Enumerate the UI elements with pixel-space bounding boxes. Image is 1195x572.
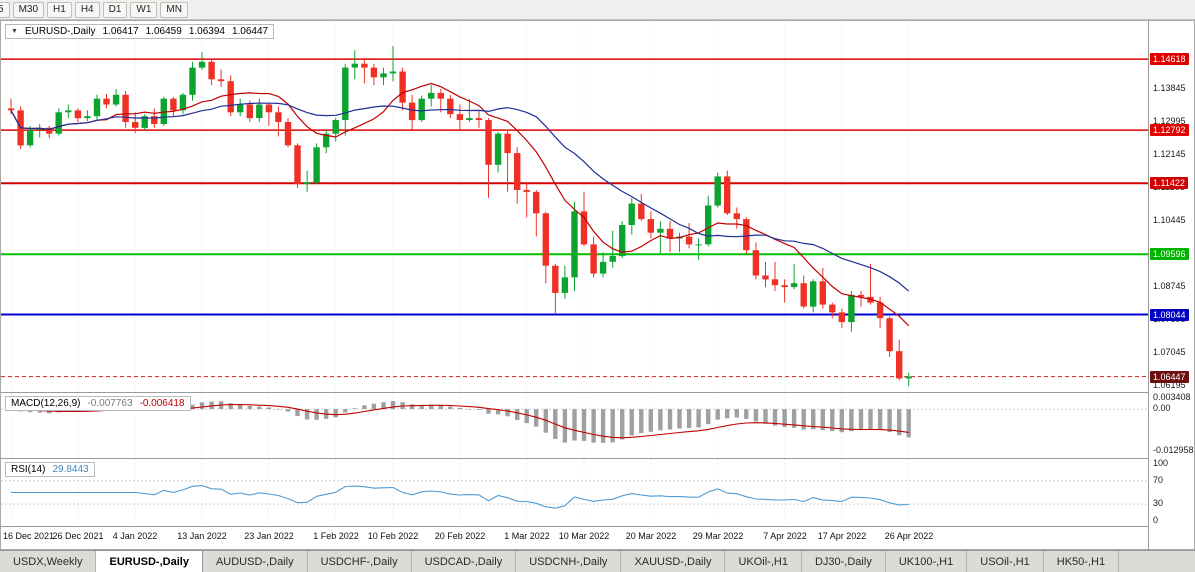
tab-usoil-h1[interactable]: USOil-,H1	[967, 551, 1044, 572]
chart-ohlc-header: ▼ EURUSD-,Daily 1.06417 1.06459 1.06394 …	[5, 24, 275, 39]
timeframe-toolbar: 5M30H1H4D1W1MN	[0, 0, 1195, 20]
tab-ukoil-h1[interactable]: UKOil-,H1	[725, 551, 802, 572]
ohlc-high: 1.06459	[145, 26, 182, 37]
date-axis-label: 17 Apr 2022	[817, 531, 867, 541]
macd-axis-label: -0.012958	[1153, 445, 1194, 455]
price-chart-svg[interactable]	[1, 21, 1148, 392]
date-axis-label: 10 Feb 2022	[367, 531, 419, 541]
rsi-pane[interactable]: RSI(14) 29.8443	[1, 459, 1148, 527]
tab-usdchf-daily[interactable]: USDCHF-,Daily	[308, 551, 412, 572]
timeframe-button-d1[interactable]: D1	[102, 1, 128, 18]
price-axis-label: 1.10445	[1153, 215, 1186, 225]
timeframe-button-5[interactable]: 5	[0, 1, 10, 18]
date-axis-label: 16 Dec 2021	[3, 531, 55, 541]
date-axis-label: 26 Dec 2021	[52, 531, 104, 541]
rsi-axis-label: 70	[1153, 475, 1164, 485]
tab-usdcad-daily[interactable]: USDCAD-,Daily	[412, 551, 517, 572]
price-axis-label: 1.06195	[1153, 380, 1186, 390]
chart-symbol-title: EURUSD-,Daily	[24, 26, 96, 37]
macd-axis-label: 0.00	[1153, 403, 1171, 413]
date-axis-label: 1 Feb 2022	[313, 531, 359, 541]
price-axis-badge: 1.09596	[1150, 248, 1189, 260]
date-axis-label: 13 Jan 2022	[177, 531, 227, 541]
price-axis-label: 1.12995	[1153, 116, 1186, 126]
date-axis-label: 1 Mar 2022	[504, 531, 550, 541]
date-axis[interactable]: 16 Dec 2021 26 Dec 2021 4 Jan 2022 13 Jan 2…	[1, 527, 1148, 549]
macd-axis-label: 0.003408	[1153, 392, 1191, 402]
tab-eurusd-daily[interactable]: EURUSD-,Daily	[96, 551, 203, 572]
rsi-indicator-label: RSI(14) 29.8443	[5, 462, 95, 477]
symbol-tabbar: USDX,Weekly EURUSD-,Daily AUDUSD-,Daily USD…	[0, 550, 1195, 572]
rsi-axis-label: 30	[1153, 498, 1164, 508]
price-pane[interactable]: ▼ EURUSD-,Daily 1.06417 1.06459 1.06394 …	[1, 21, 1148, 393]
price-axis-badge: 1.12792	[1150, 124, 1189, 136]
chart-window: ▼ EURUSD-,Daily 1.06417 1.06459 1.06394 …	[0, 20, 1195, 550]
rsi-axis-label: 0	[1153, 515, 1159, 525]
price-axis-badge: 1.11422	[1150, 177, 1188, 189]
tab-audusd-daily[interactable]: AUDUSD-,Daily	[203, 551, 308, 572]
macd-main-value: -0.007763	[87, 398, 133, 409]
rsi-name: RSI(14)	[11, 464, 46, 475]
date-axis-label: 23 Jan 2022	[244, 531, 294, 541]
timeframe-button-w1[interactable]: W1	[130, 1, 158, 18]
date-axis-label: 7 Apr 2022	[763, 531, 807, 541]
price-axis-badge: 1.06447	[1150, 371, 1189, 383]
price-axis-label: 1.12145	[1153, 149, 1186, 159]
price-axis-badge: 1.08044	[1150, 309, 1189, 321]
tab-hk50-h1[interactable]: HK50-,H1	[1044, 551, 1120, 572]
macd-name: MACD(12,26,9)	[11, 398, 81, 409]
tab-uk100-h1[interactable]: UK100-,H1	[886, 551, 968, 572]
rsi-axis-label: 100	[1153, 458, 1169, 468]
price-axis[interactable]: 1.138451.129951.121451.112951.104451.087…	[1148, 21, 1194, 549]
tab-usdx-weekly[interactable]: USDX,Weekly	[0, 551, 97, 572]
timeframe-button-h1[interactable]: H1	[47, 1, 72, 18]
rsi-value: 29.8443	[52, 464, 89, 475]
ohlc-open: 1.06417	[102, 26, 139, 37]
tab-usdcnh-daily[interactable]: USDCNH-,Daily	[516, 551, 622, 572]
tab-dj30-daily[interactable]: DJ30-,Daily	[802, 551, 886, 572]
date-axis-label: 20 Mar 2022	[625, 531, 677, 541]
ohlc-low: 1.06394	[188, 26, 225, 37]
date-axis-label: 26 Apr 2022	[884, 531, 934, 541]
date-axis-label: 10 Mar 2022	[558, 531, 610, 541]
macd-pane[interactable]: MACD(12,26,9) -0.007763 -0.006418	[1, 393, 1148, 459]
ohlc-close: 1.06447	[231, 26, 269, 37]
date-axis-label: 20 Feb 2022	[434, 531, 486, 541]
timeframe-button-h4[interactable]: H4	[74, 1, 100, 18]
price-axis-label: 1.13845	[1153, 83, 1186, 93]
price-axis-badge: 1.14618	[1150, 53, 1189, 65]
macd-signal-value: -0.006418	[139, 398, 185, 409]
price-axis-label: 1.07045	[1153, 347, 1186, 357]
rsi-chart-svg[interactable]	[1, 459, 1148, 526]
timeframe-button-mn[interactable]: MN	[160, 1, 188, 18]
tab-xauusd-daily[interactable]: XAUUSD-,Daily	[621, 551, 726, 572]
date-axis-label: 4 Jan 2022	[112, 531, 158, 541]
timeframe-button-m30[interactable]: M30	[12, 1, 45, 18]
price-axis-label: 1.08745	[1153, 281, 1186, 291]
macd-indicator-label: MACD(12,26,9) -0.007763 -0.006418	[5, 396, 191, 411]
date-axis-label: 29 Mar 2022	[692, 531, 744, 541]
chart-dropdown-icon[interactable]: ▼	[11, 28, 18, 35]
